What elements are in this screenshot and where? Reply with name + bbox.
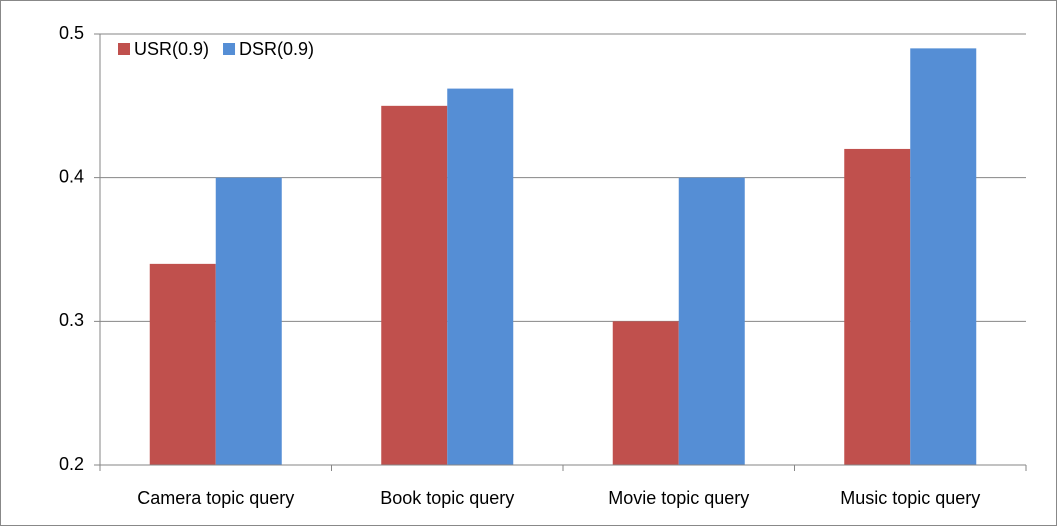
y-tick-label: 0.2	[59, 454, 84, 474]
bar	[149, 263, 216, 465]
y-tick-label: 0.4	[59, 166, 84, 186]
legend-swatch	[223, 43, 236, 55]
legend-swatch	[118, 43, 130, 55]
x-tick-label: Book topic query	[380, 488, 514, 508]
bar	[612, 321, 679, 465]
bar	[215, 177, 282, 465]
x-tick-label: Camera topic query	[137, 488, 294, 508]
legend-label: DSR(0.9)	[239, 39, 314, 59]
bar	[844, 148, 911, 465]
x-tick-label: Movie topic query	[608, 488, 749, 508]
x-tick-label: Music topic query	[840, 488, 980, 508]
legend-label: USR(0.9)	[134, 39, 209, 59]
bar	[447, 88, 514, 466]
bar	[678, 177, 745, 465]
bar	[910, 48, 977, 465]
bar	[381, 105, 448, 465]
y-tick-label: 0.3	[59, 310, 84, 330]
y-tick-label: 0.5	[59, 23, 84, 43]
